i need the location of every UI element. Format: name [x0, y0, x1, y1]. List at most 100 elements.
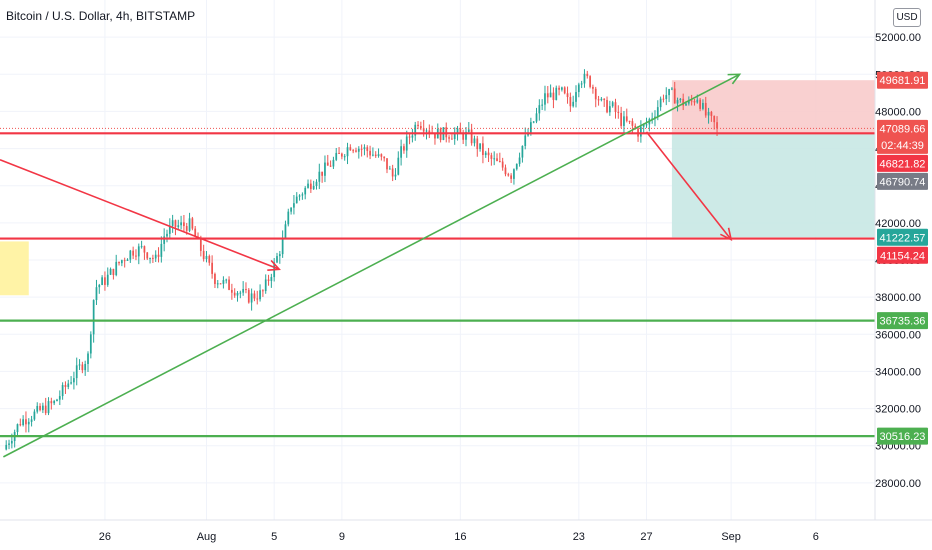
candle-body — [383, 156, 386, 159]
candle-body — [546, 93, 549, 98]
x-tick-label: 26 — [99, 531, 111, 543]
candle-body — [16, 424, 19, 433]
candle-body — [278, 254, 281, 257]
candle-body — [456, 128, 459, 134]
candle-body — [696, 99, 699, 103]
candle-body — [513, 169, 515, 179]
trendline — [645, 131, 732, 241]
candle-body — [645, 124, 648, 126]
candle-body — [301, 194, 304, 196]
candle-body — [642, 124, 645, 127]
candle-body — [453, 133, 456, 140]
candle-body — [408, 136, 411, 138]
candle-body — [577, 84, 580, 93]
candle-body — [603, 98, 606, 101]
candle-body — [137, 246, 140, 257]
trendline-arrowhead — [267, 259, 281, 271]
candle-body — [264, 279, 267, 291]
candle-body — [552, 92, 555, 100]
price-tag-label: 30516.23 — [880, 431, 926, 443]
candle-body — [228, 279, 230, 290]
candle-body — [89, 334, 92, 354]
candle-body — [425, 130, 428, 132]
candle-body — [27, 421, 30, 425]
candle-body — [61, 385, 64, 397]
candle-body — [236, 292, 239, 296]
candle-body — [341, 153, 343, 157]
candle-body — [617, 111, 620, 113]
candle-body — [233, 292, 236, 296]
candle-body — [507, 174, 510, 176]
candle-body — [343, 156, 346, 158]
candle-body — [583, 73, 586, 84]
candle-body — [380, 154, 383, 157]
candle-body — [501, 161, 504, 168]
candle-body — [634, 125, 637, 129]
price-tag-countdown: 02:44:39 — [881, 140, 924, 152]
candle-body — [208, 256, 211, 263]
candle-body — [388, 168, 391, 170]
candle-body — [112, 268, 115, 276]
candle-body — [391, 168, 394, 177]
candle-body — [39, 405, 41, 411]
candle-body — [157, 254, 160, 257]
y-tick-label: 52000.00 — [875, 32, 921, 44]
price-tag-line — [877, 246, 928, 264]
candle-body — [592, 86, 594, 89]
candle-body — [600, 98, 603, 101]
candle-body — [36, 405, 39, 412]
candle-body — [185, 226, 188, 231]
candle-body — [58, 396, 61, 400]
candle-body — [242, 289, 245, 293]
candle-body — [180, 222, 182, 226]
candle-body — [8, 443, 10, 445]
candle-body — [346, 147, 349, 157]
candle-body — [363, 147, 366, 150]
candle-body — [386, 158, 388, 170]
price-tag-label: 36735.36 — [880, 316, 926, 328]
y-tick-label: 38000.00 — [875, 292, 921, 304]
candle-body — [123, 260, 126, 262]
candle-body — [295, 196, 298, 204]
candle-body — [53, 401, 56, 404]
candle-body — [245, 289, 247, 291]
candle-body — [191, 218, 194, 229]
candle-body — [572, 101, 575, 107]
price-tag-label: 49681.91 — [880, 75, 926, 87]
candle-body — [535, 113, 538, 122]
candle-body — [352, 150, 355, 152]
candle-body — [247, 289, 250, 303]
price-tag-line — [877, 427, 928, 445]
candle-body — [473, 138, 476, 144]
currency-button[interactable]: USD — [893, 8, 921, 27]
candle-body — [656, 107, 659, 117]
candle-body — [586, 73, 589, 77]
candle-body — [120, 260, 123, 264]
candle-body — [538, 105, 541, 114]
candle-body — [115, 261, 118, 276]
candle-body — [470, 129, 473, 144]
candle-body — [597, 99, 600, 101]
candle-body — [687, 100, 690, 104]
candle-body — [315, 181, 318, 186]
candle-body — [298, 195, 301, 197]
candle-body — [623, 116, 625, 126]
candle-body — [329, 165, 332, 167]
candle-body — [70, 382, 72, 384]
candle-body — [253, 293, 256, 299]
candle-body — [693, 100, 696, 103]
candle-body — [47, 401, 50, 414]
candle-body — [434, 132, 436, 139]
candle-body — [682, 98, 685, 106]
candle-body — [484, 152, 487, 156]
candle-body — [702, 102, 704, 109]
candle-body — [318, 171, 321, 182]
candle-body — [287, 211, 290, 225]
x-tick-label: Aug — [197, 531, 217, 543]
candle-body — [414, 124, 417, 136]
candle-body — [515, 163, 518, 170]
candle-body — [304, 187, 307, 195]
candle-body — [422, 128, 425, 132]
candle-body — [171, 220, 174, 226]
